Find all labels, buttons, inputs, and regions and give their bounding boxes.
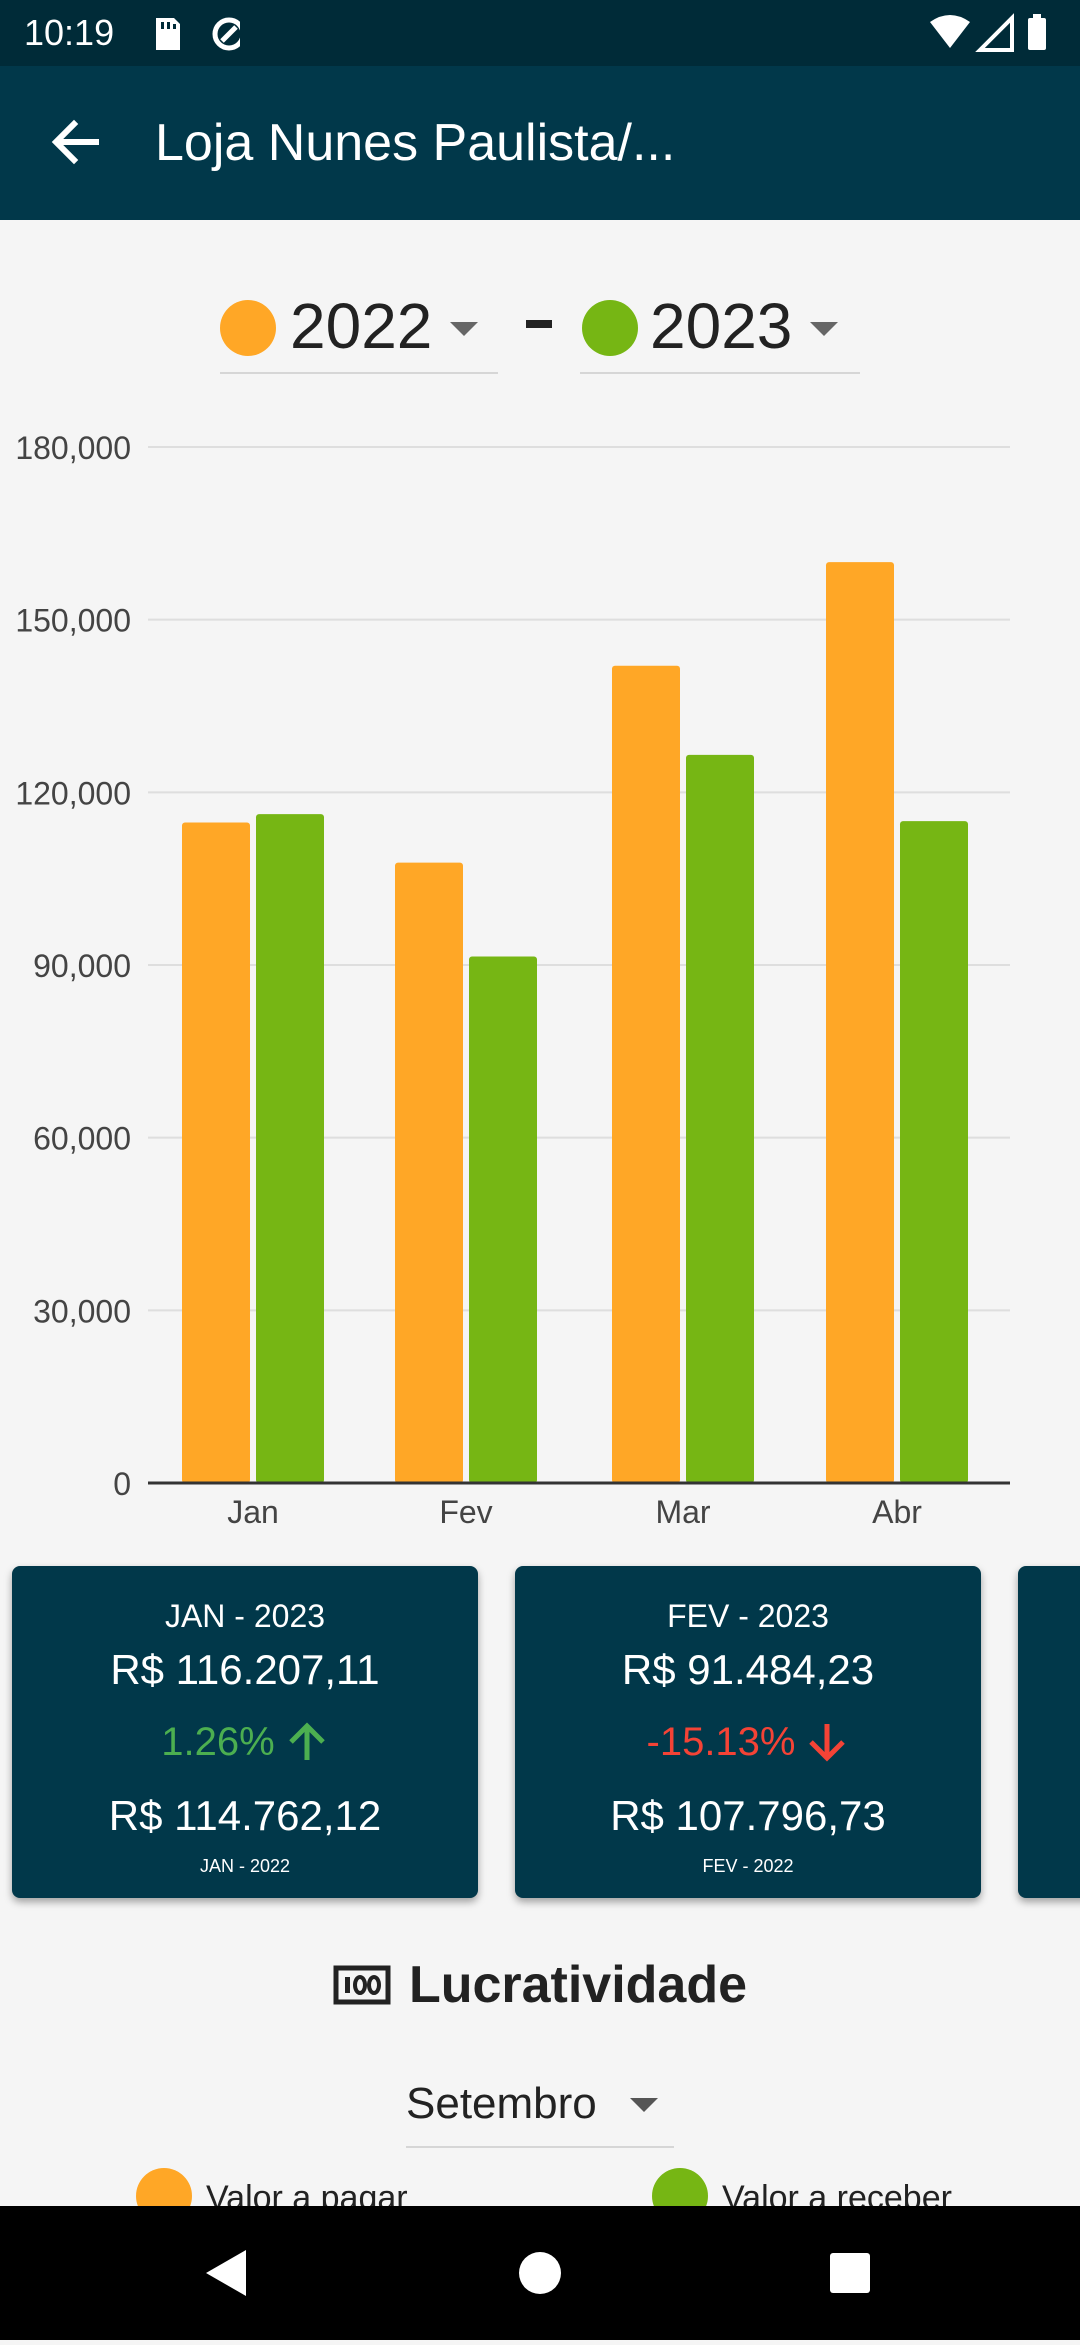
month-select-value: Setembro bbox=[406, 2079, 597, 2128]
lucratividade-header: Lucratividade bbox=[0, 1950, 1080, 2030]
nav-home-icon[interactable] bbox=[519, 2252, 561, 2294]
x-tick-label: Mar bbox=[655, 1494, 710, 1530]
status-bar: 10:19 bbox=[0, 0, 1080, 66]
money-icon bbox=[333, 1965, 391, 2005]
card-percent-change: 1.26% bbox=[161, 1720, 275, 1764]
comparison-card-fev[interactable]: FEV - 2023 R$ 91.484,23 -15.13% R$ 107.7… bbox=[515, 1566, 981, 1898]
comparison-card-jan[interactable]: JAN - 2023 R$ 116.207,11 1.26% R$ 114.76… bbox=[12, 1566, 478, 1898]
month-select[interactable]: Setembro bbox=[406, 2066, 674, 2148]
lucratividade-legend: Valor a pagar Valor a receber bbox=[0, 2164, 1080, 2224]
y-tick-label: 150,000 bbox=[15, 603, 131, 639]
chevron-down-icon bbox=[630, 2098, 658, 2112]
comparison-card-partial[interactable] bbox=[1018, 1566, 1080, 1898]
status-icons-left bbox=[150, 14, 246, 59]
x-tick-label: Jan bbox=[227, 1494, 279, 1530]
arrow-down-icon bbox=[809, 1724, 846, 1762]
bar-chart-svg: 0 30,000 60,000 90,000 120,000 150,000 180,000… bbox=[15, 430, 1010, 1530]
year-to-select[interactable]: 2023 bbox=[580, 280, 860, 374]
card-period-label: JAN - 2023 bbox=[164, 1598, 326, 1634]
y-tick-label: 30,000 bbox=[33, 1293, 131, 1329]
comparison-cards[interactable]: JAN - 2023 R$ 116.207,11 1.26% R$ 114.76… bbox=[0, 1562, 1080, 1916]
y-tick-label: 0 bbox=[113, 1466, 131, 1502]
system-nav-bar bbox=[0, 2206, 1080, 2340]
x-tick-label: Abr bbox=[872, 1494, 922, 1530]
year-to-color-dot bbox=[582, 300, 638, 356]
bar-jan-series-2[interactable] bbox=[256, 814, 324, 1483]
wifi-icon bbox=[930, 15, 970, 48]
year-to-value: 2023 bbox=[650, 290, 793, 362]
y-tick-label: 180,000 bbox=[15, 430, 131, 466]
card-previous-value: R$ 114.762,12 bbox=[108, 1792, 382, 1839]
sd-card-icon bbox=[156, 18, 180, 50]
y-tick-label: 90,000 bbox=[33, 948, 131, 984]
bar-fev-series-1[interactable] bbox=[395, 862, 463, 1483]
chevron-down-icon bbox=[810, 322, 838, 336]
bar-abr-series-2[interactable] bbox=[900, 821, 968, 1483]
year-from-color-dot bbox=[220, 300, 276, 356]
nav-recents-icon[interactable] bbox=[830, 2253, 870, 2293]
signal-icon bbox=[975, 13, 1014, 52]
status-icons-right bbox=[928, 12, 1058, 61]
bar-fev-series-2[interactable] bbox=[469, 956, 537, 1483]
y-tick-label: 120,000 bbox=[15, 775, 131, 811]
app-bar: Loja Nunes Paulista/... bbox=[0, 66, 1080, 220]
bar-abr-series-1[interactable] bbox=[826, 562, 894, 1483]
back-button[interactable] bbox=[44, 110, 108, 174]
card-current-value: R$ 116.207,11 bbox=[110, 1646, 380, 1693]
year-selectors: 2022 2023 bbox=[0, 280, 1080, 380]
chevron-down-icon bbox=[450, 322, 478, 336]
bar-chart: 0 30,000 60,000 90,000 120,000 150,000 180,000… bbox=[0, 400, 1080, 1550]
arrow-back-icon bbox=[51, 119, 99, 165]
sync-icon bbox=[212, 17, 246, 51]
year-separator bbox=[526, 320, 552, 328]
y-tick-label: 60,000 bbox=[33, 1121, 131, 1157]
nav-back-icon[interactable] bbox=[206, 2250, 246, 2296]
bar-mar-series-2[interactable] bbox=[686, 754, 754, 1483]
bar-jan-series-1[interactable] bbox=[182, 822, 250, 1483]
x-tick-label: Fev bbox=[439, 1494, 492, 1530]
card-percent-change: -15.13% bbox=[646, 1720, 796, 1764]
card-previous-label: JAN - 2022 bbox=[199, 1856, 291, 1876]
card-period-label: FEV - 2023 bbox=[667, 1598, 829, 1634]
year-from-select[interactable]: 2022 bbox=[220, 280, 498, 374]
arrow-up-icon bbox=[288, 1722, 325, 1760]
card-previous-label: FEV - 2022 bbox=[702, 1856, 794, 1876]
lucratividade-title: Lucratividade bbox=[408, 1956, 748, 2014]
year-from-value: 2022 bbox=[290, 290, 433, 362]
card-previous-value: R$ 107.796,73 bbox=[610, 1792, 886, 1839]
battery-icon bbox=[1028, 18, 1046, 50]
card-current-value: R$ 91.484,23 bbox=[621, 1646, 875, 1693]
status-time: 10:19 bbox=[24, 12, 115, 53]
bar-mar-series-1[interactable] bbox=[612, 665, 680, 1483]
app-title: Loja Nunes Paulista/... bbox=[155, 114, 676, 172]
